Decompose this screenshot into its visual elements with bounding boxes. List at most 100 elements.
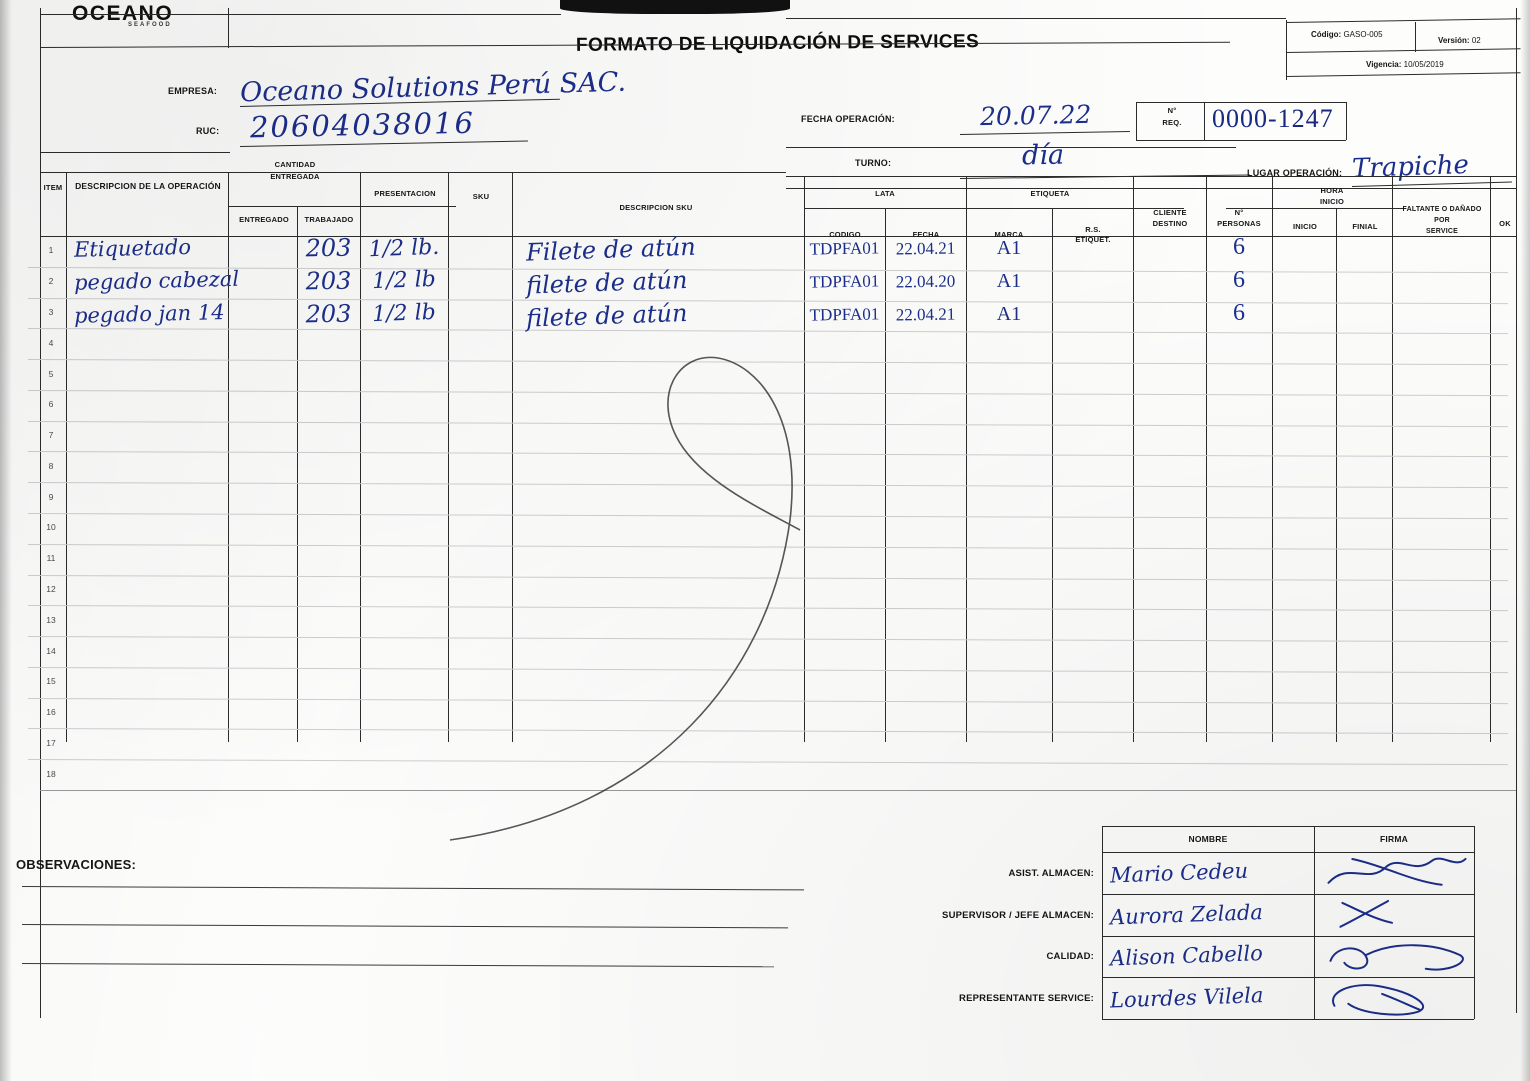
th-cliente-line2: DESTINO — [1152, 219, 1188, 228]
th-descripcion-operacion: DESCRIPCION DE LA OPERACIÓN — [75, 181, 221, 191]
cell-trabajado-row-1[interactable]: 203 — [305, 233, 352, 263]
row-number-4: 4 — [48, 337, 54, 348]
cell-presentacion-row-1[interactable]: 1/2 lb. — [368, 234, 440, 262]
signature-mark-4[interactable] — [1322, 980, 1472, 1016]
page-edge-left — [0, 0, 12, 1081]
th-faltante-line3: SERVICE — [1425, 228, 1458, 235]
codigo-value: GASO-005 — [1343, 30, 1383, 39]
signature-mark-1[interactable] — [1322, 855, 1472, 891]
cell-lata-fecha-row-2[interactable]: 22.04.20 — [895, 271, 956, 292]
th-hora-line2: INICIO — [1319, 197, 1345, 206]
fecha-operacion-label: FECHA OPERACIÓN: — [801, 114, 895, 124]
col-sep-lata-codigo — [885, 208, 886, 742]
table-row-rule — [27, 636, 1508, 643]
signature-name-3[interactable]: Alison Cabello — [1109, 941, 1264, 971]
table-row-rule — [27, 389, 1508, 397]
cell-marca-row-1[interactable]: A1 — [996, 237, 1022, 259]
table-row-rule — [27, 328, 1508, 335]
col-sep-hora-inicio — [1336, 208, 1337, 742]
table-row-rule — [27, 697, 1508, 704]
signature-row-rule — [1102, 935, 1474, 937]
cell-descripcion-operacion-row-1[interactable]: Etiquetado — [73, 235, 192, 263]
signature-role-1: ASIST. ALMACEN: — [1008, 867, 1094, 879]
company-logo-subtitle: SEAFOOD — [128, 22, 172, 28]
signature-role-4: REPRESENTANTE SERVICE: — [959, 993, 1094, 1005]
turno-value: día — [1021, 139, 1065, 172]
cell-lata-codigo-row-3[interactable]: TDPFA01 — [809, 304, 880, 325]
cell-lata-fecha-row-1[interactable]: 22.04.21 — [895, 238, 956, 259]
th-lata: LATA — [875, 189, 895, 198]
signature-table-bottom-rule — [1102, 1019, 1474, 1020]
turno-label: TURNO: — [855, 158, 892, 168]
cell-descripcion-operacion-row-3[interactable]: pegado jan 14 — [73, 299, 225, 328]
signature-role-2: SUPERVISOR / JEFE ALMACEN: — [942, 909, 1094, 921]
cell-marca-row-2[interactable]: A1 — [996, 269, 1022, 292]
cell-trabajado-row-2[interactable]: 203 — [305, 266, 352, 296]
col-sep-presentacion — [448, 172, 449, 742]
table-row-rule — [27, 666, 1508, 674]
row-number-12: 12 — [46, 583, 56, 594]
vigencia-value: 10/05/2019 — [1403, 60, 1444, 69]
th-item: ITEM — [43, 183, 63, 192]
th-hora-finial: FINIAL — [1352, 222, 1378, 231]
th-hora-inicio: INICIO — [1292, 222, 1318, 231]
row-number-1: 1 — [48, 245, 54, 256]
table-row-rule — [27, 605, 1508, 612]
observaciones-line-3[interactable] — [21, 963, 774, 968]
vigencia-cell: Vigencia: 10/05/2019 — [1366, 60, 1444, 69]
th-descripcion-sku: DESCRIPCION SKU — [619, 203, 693, 212]
cell-n-personas-row-1[interactable]: 6 — [1233, 234, 1245, 261]
th-faltante-line1: FALTANTE O DAÑADO — [1402, 206, 1482, 213]
signature-header-rule — [1102, 852, 1474, 853]
signature-table-top-rule — [1102, 826, 1474, 827]
table-row-rule — [27, 451, 1508, 458]
row-number-18: 18 — [46, 768, 56, 779]
table-row-rule — [27, 543, 1508, 550]
table-row-rule — [27, 759, 1508, 766]
signature-row-rule — [1102, 893, 1474, 895]
th-lata-codigo: CODIGO — [829, 230, 861, 239]
cell-lata-fecha-row-3[interactable]: 22.04.21 — [895, 304, 956, 325]
signature-table-col-rule — [1314, 826, 1315, 1019]
ruc-value: 20604038016 — [249, 105, 476, 145]
cell-trabajado-row-3[interactable]: 203 — [305, 299, 352, 329]
signature-role-3: CALIDAD: — [1046, 951, 1094, 963]
signature-row-rule — [1102, 977, 1474, 979]
th-rs-line2: ETIQUET. — [1075, 235, 1111, 244]
cell-n-personas-row-2[interactable]: 6 — [1233, 266, 1245, 293]
scanner-shadow — [560, 0, 790, 14]
row-number-15: 15 — [46, 676, 56, 687]
cell-presentacion-row-3[interactable]: 1/2 lb — [371, 299, 437, 328]
observaciones-line-1[interactable] — [21, 886, 804, 891]
cell-lata-codigo-row-1[interactable]: TDPFA01 — [809, 238, 880, 259]
version-cell: Versión: 02 — [1438, 36, 1481, 45]
th-ok: OK — [1499, 219, 1511, 228]
signature-name-1[interactable]: Mario Cedeu — [1109, 858, 1249, 888]
col-sep-etiqueta — [1133, 176, 1134, 742]
th-presentacion: PRESENTACION — [374, 189, 436, 198]
table-row-rule — [27, 728, 1508, 735]
col-sep-cliente — [1206, 176, 1207, 742]
lugar-operacion-value: Trapiche — [1351, 149, 1470, 185]
signature-name-4[interactable]: Lourdes Vilela — [1109, 983, 1264, 1013]
col-sep-lata — [966, 176, 967, 742]
observaciones-line-2[interactable] — [21, 924, 788, 929]
signature-name-2[interactable]: Aurora Zelada — [1109, 899, 1264, 930]
cell-descripcion-sku-row-2[interactable]: filete de atún — [525, 265, 688, 300]
company-logo: OCEANO — [72, 2, 174, 25]
th-faltante-line2: POR — [1434, 217, 1450, 224]
row-number-17: 17 — [46, 737, 56, 748]
cell-marca-row-3[interactable]: A1 — [996, 302, 1022, 325]
th-etiqueta: ETIQUETA — [1030, 189, 1070, 198]
cell-lata-codigo-row-2[interactable]: TDPFA01 — [809, 271, 880, 292]
signature-mark-3[interactable] — [1322, 939, 1472, 975]
row-number-10: 10 — [46, 522, 56, 533]
table-row-rule — [27, 574, 1508, 581]
cell-presentacion-row-2[interactable]: 1/2 lb — [371, 267, 437, 295]
row-number-8: 8 — [48, 460, 54, 471]
cell-descripcion-operacion-row-2[interactable]: pegado cabezal — [73, 266, 240, 295]
signature-mark-2[interactable] — [1322, 897, 1472, 933]
cell-n-personas-row-3[interactable]: 6 — [1233, 299, 1245, 326]
th-trabajado: TRABAJADO — [304, 215, 354, 224]
